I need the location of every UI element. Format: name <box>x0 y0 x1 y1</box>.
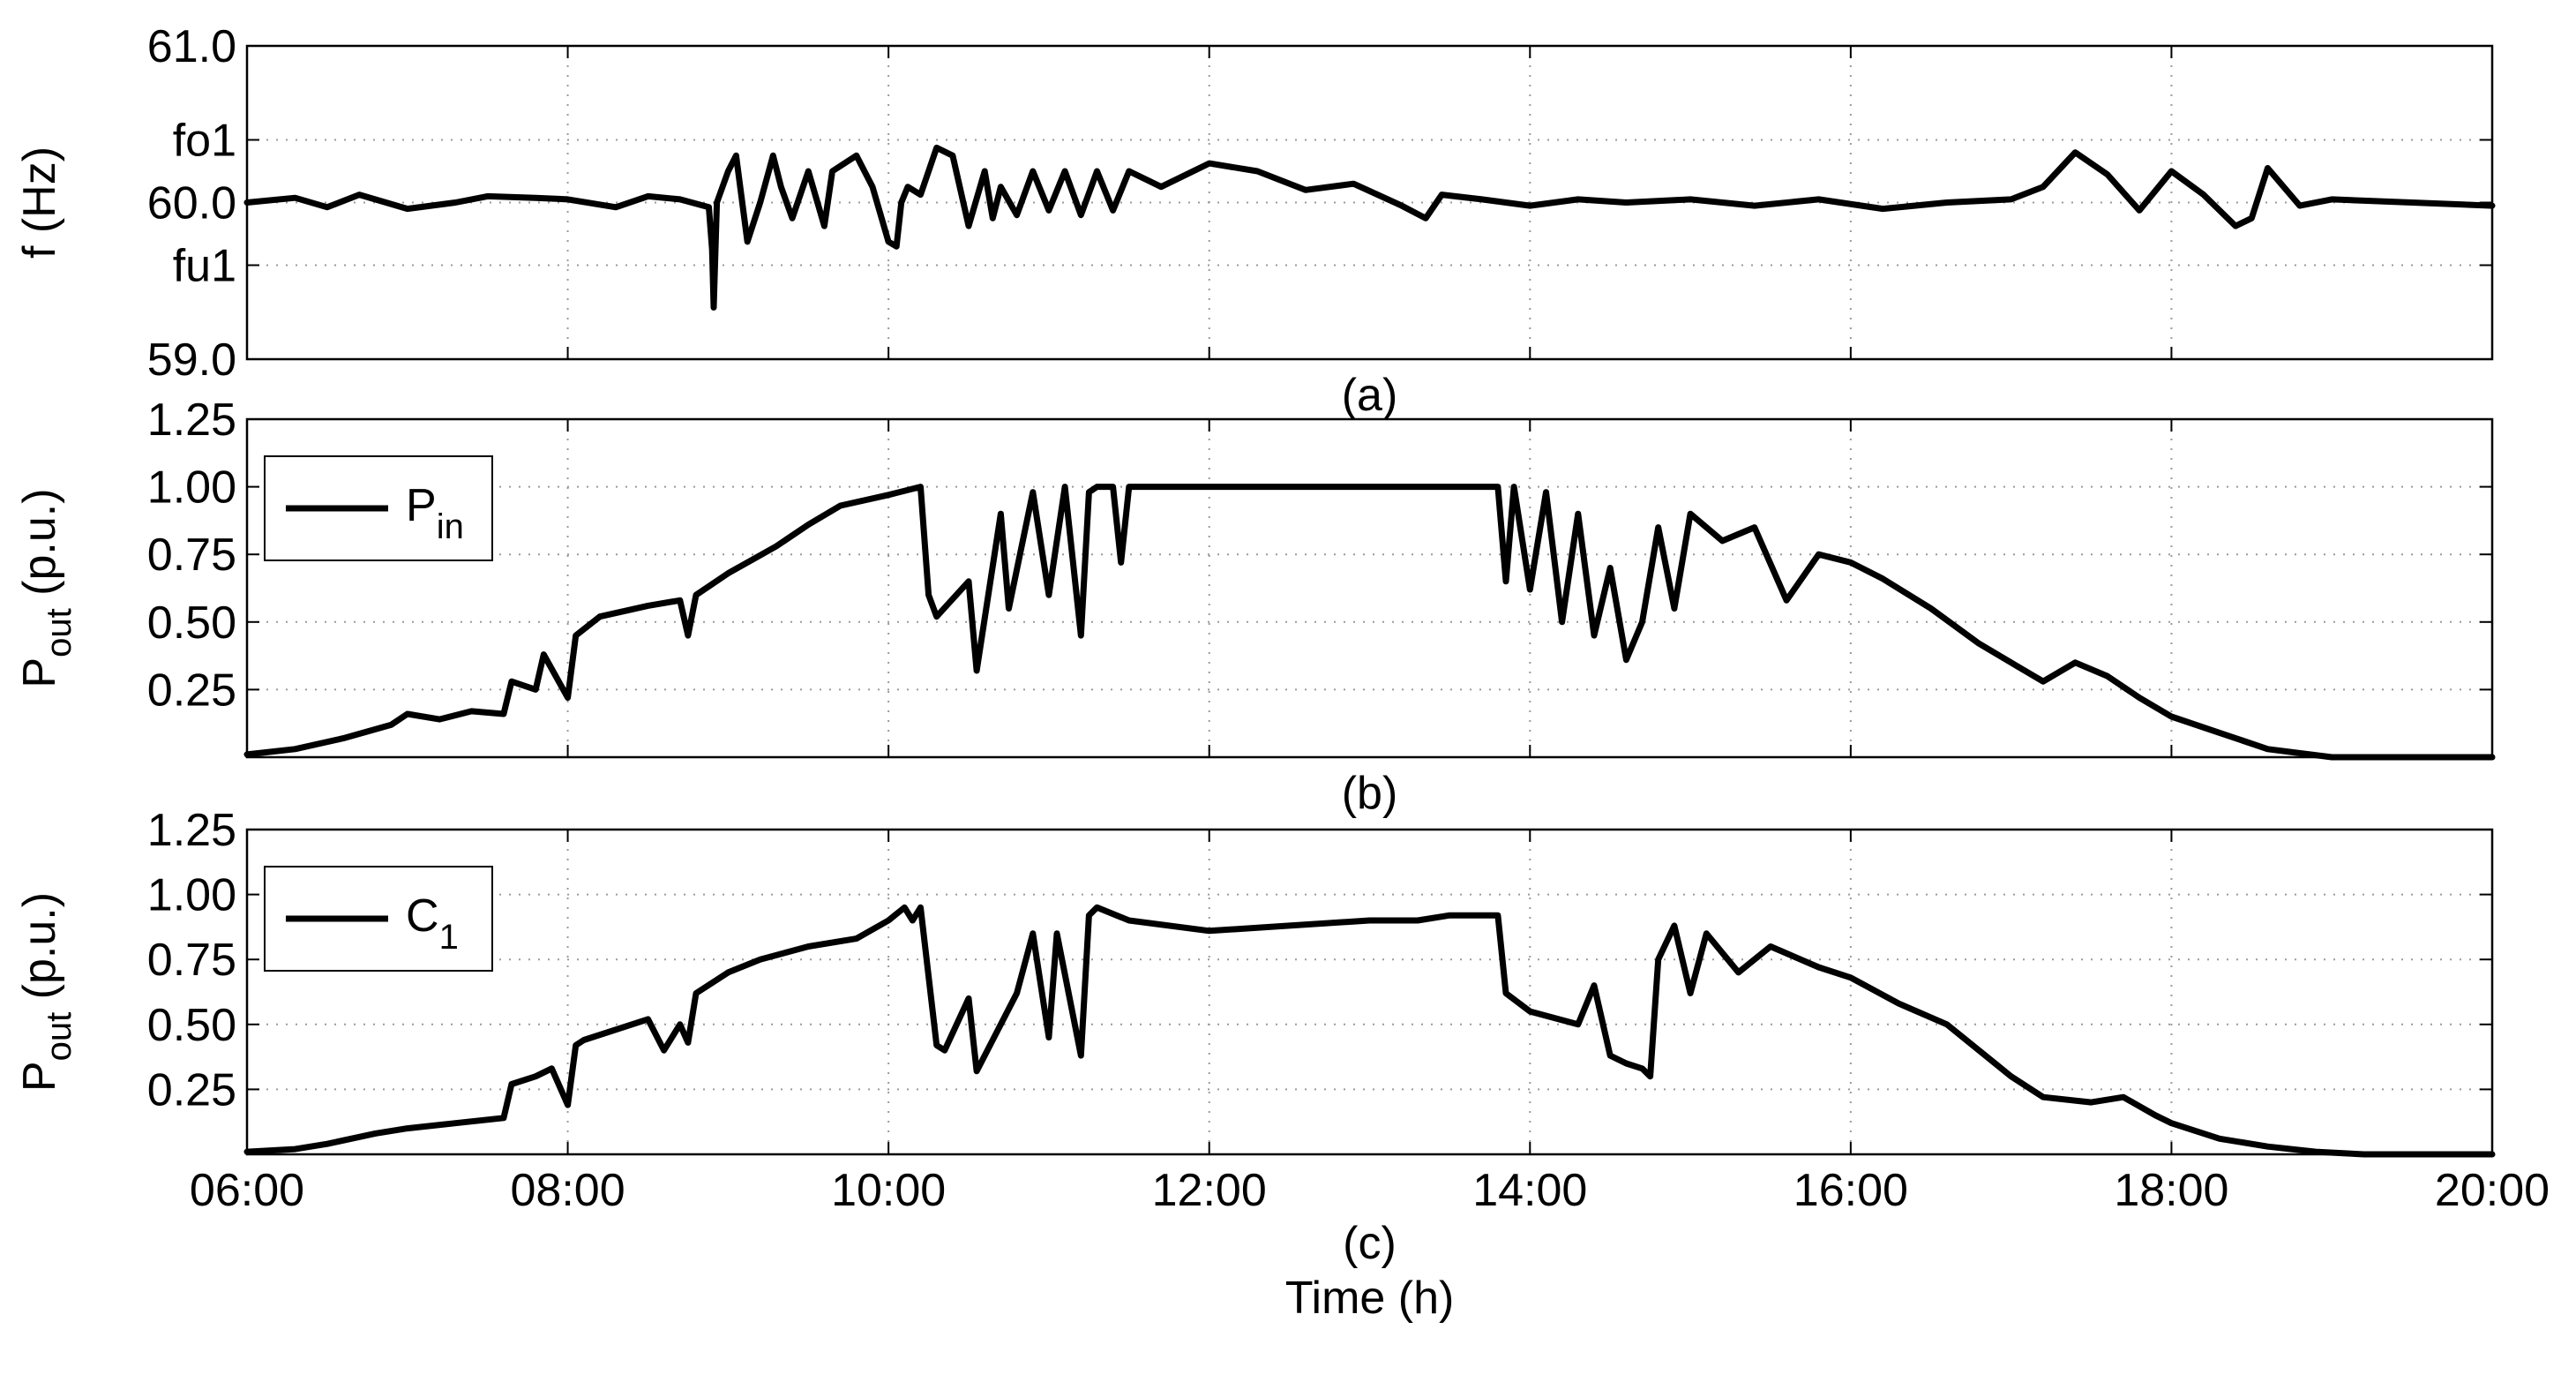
panel-c-power-c1: 0.25 0.50 0.75 1.00 1.25 06:00 08:00 10:00 12:00… <box>14 805 2550 1324</box>
x-tick-label: 20:00 <box>2435 1165 2550 1216</box>
panel-b-power-in: 0.250.500.751.001.25(b)Pout (p.u.) Pin <box>14 394 2496 819</box>
x-tick-label: 16:00 <box>1793 1165 1908 1216</box>
y-axis-label-main: f (Hz) <box>14 146 65 259</box>
x-tick-label: 08:00 <box>511 1165 625 1216</box>
x-axis-label: Time (h) <box>1285 1273 1455 1324</box>
y-tick-label: 1.00 <box>147 870 236 921</box>
y-tick-label: 0.50 <box>147 597 236 649</box>
legend-label: Pin <box>406 480 464 546</box>
y-tick-label: fu1 <box>173 241 236 292</box>
panel-caption: (a) <box>1342 370 1398 421</box>
legend-label-sub: in <box>437 507 464 546</box>
axes-frame <box>245 417 2494 759</box>
panel-a-frequency: 59.0 fu1 60.0 fo1 61.0 (a) f (Hz) <box>14 21 2496 421</box>
y-tick-label: 60.0 <box>147 178 236 229</box>
series-line-f <box>243 144 2496 311</box>
axes-frame <box>245 44 2494 361</box>
x-tick-label: 14:00 <box>1472 1165 1587 1216</box>
legend-label-main: P <box>406 480 437 531</box>
axes-frame <box>245 828 2494 1156</box>
y-axis-label-sub: out <box>40 608 79 657</box>
y-axis-label-main: P <box>14 1061 65 1092</box>
y-axis-label: f (Hz) <box>14 146 65 259</box>
legend-label-main: C <box>406 890 439 942</box>
series-line-C_1 <box>243 904 2496 1158</box>
y-tick-label: 0.50 <box>147 1000 236 1051</box>
y-tick-label: 0.25 <box>147 665 236 716</box>
y-tick-label: 0.25 <box>147 1064 236 1115</box>
x-tick-label: 10:00 <box>831 1165 946 1216</box>
y-axis-label: Pout (p.u.) <box>14 488 79 687</box>
legend-label: C1 <box>406 890 459 957</box>
y-tick-label: 59.0 <box>147 334 236 386</box>
y-tick-label: 61.0 <box>147 21 236 72</box>
y-tick-label: 1.00 <box>147 462 236 514</box>
panel-caption: (c) <box>1343 1218 1397 1269</box>
x-tick-label: 06:00 <box>190 1165 304 1216</box>
y-tick-label: 0.75 <box>147 935 236 986</box>
y-axis-label-unit: (p.u.) <box>14 892 65 1012</box>
y-tick-label: 0.75 <box>147 530 236 581</box>
y-tick-label: 1.25 <box>147 805 236 856</box>
x-tick-label: 12:00 <box>1152 1165 1267 1216</box>
series-line-P_in <box>243 484 2496 761</box>
y-tick-label: 1.25 <box>147 394 236 446</box>
panel-caption: (b) <box>1342 768 1398 819</box>
legend-label-sub: 1 <box>439 918 459 957</box>
y-axis-label-unit: (p.u.) <box>14 488 65 608</box>
y-tick-label: fo1 <box>173 116 236 167</box>
y-axis-label-sub: out <box>40 1012 79 1062</box>
y-axis-label-main: P <box>14 657 65 688</box>
x-tick-label: 18:00 <box>2114 1165 2228 1216</box>
y-axis-label: Pout (p.u.) <box>14 892 79 1092</box>
